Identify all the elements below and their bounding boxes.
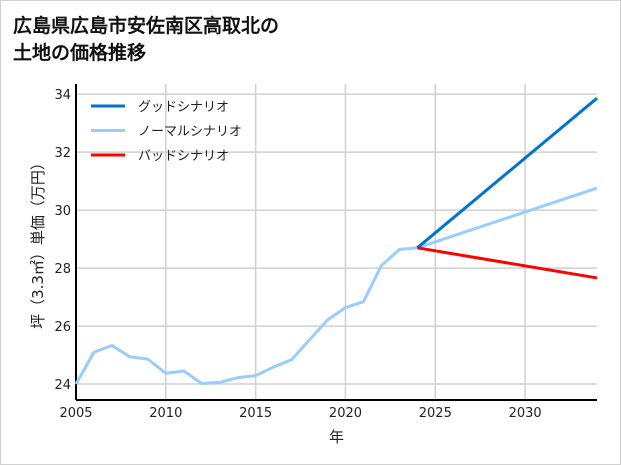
x-tick-label: 2005 (59, 406, 92, 421)
x-tick-label: 2025 (419, 406, 452, 421)
y-axis-label: 坪（3.3㎡）単価（万円） (29, 155, 47, 329)
x-axis-label: 年 (329, 428, 344, 446)
y-tick-label: 24 (54, 378, 71, 393)
x-tick-label: 2030 (509, 406, 542, 421)
legend-label: ノーマルシナリオ (138, 125, 242, 140)
chart-title: 広島県広島市安佐南区高取北の 土地の価格推移 (13, 15, 280, 64)
series-line-0 (416, 97, 598, 249)
y-tick-label: 28 (54, 262, 71, 277)
y-tick-label: 32 (54, 146, 71, 161)
x-tick-label: 2020 (329, 406, 362, 421)
legend-label: バッドシナリオ (138, 149, 229, 164)
x-tick-label: 2015 (239, 406, 272, 421)
x-tick-label: 2010 (149, 406, 182, 421)
y-tick-label: 30 (54, 204, 71, 219)
y-tick-label: 26 (54, 320, 71, 335)
series-line-1 (74, 186, 598, 385)
series-line-2 (417, 246, 598, 280)
legend-label: グッドシナリオ (138, 100, 229, 115)
y-tick-label: 34 (54, 88, 71, 103)
